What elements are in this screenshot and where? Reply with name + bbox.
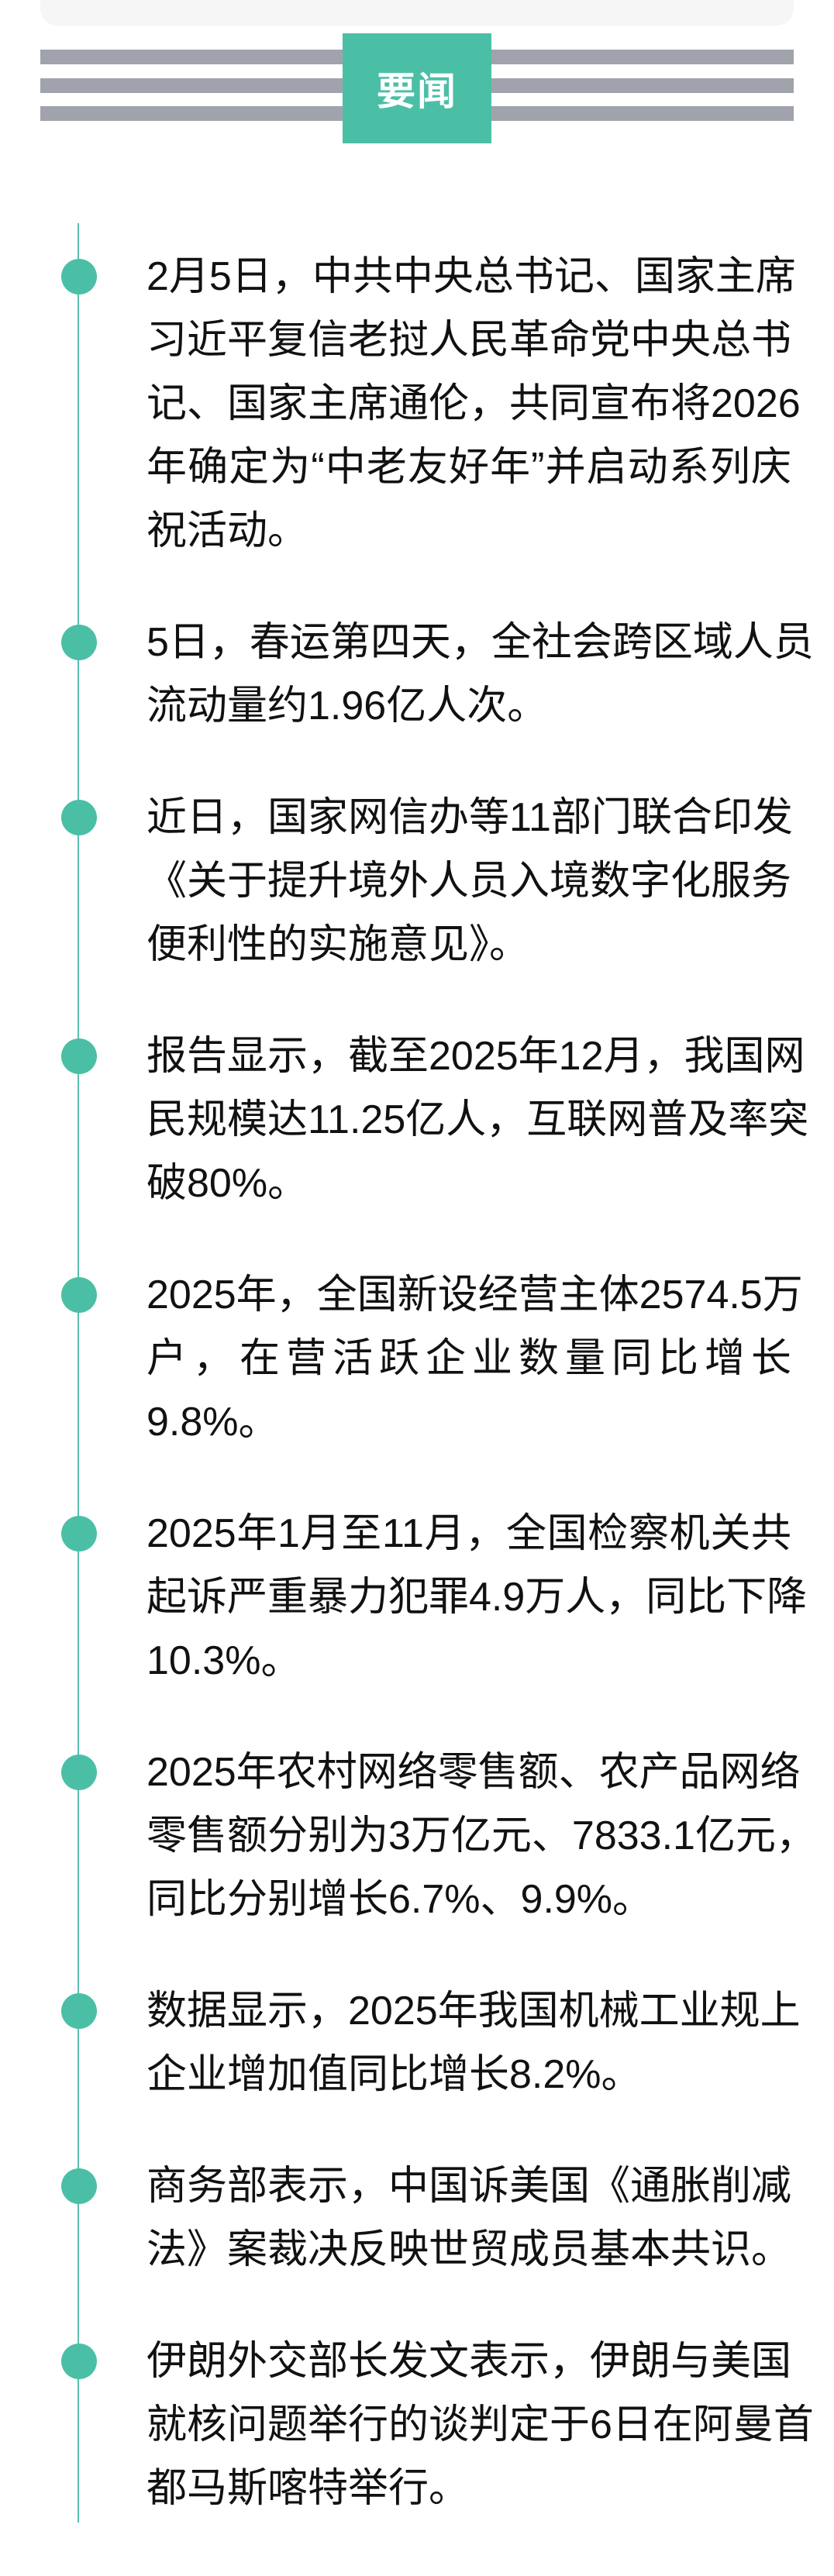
news-text: 2025年1月至11月，全国检察机关共 起诉严重暴力犯罪4.9万人，同比下降 10.…	[146, 1502, 808, 1693]
news-text-line: 9.8%。	[146, 1400, 279, 1445]
news-text-line: 户，在营活跃企业数量同比增长	[146, 1336, 791, 1381]
news-text-line: 报告显示，截至2025年12月，我国网	[146, 1034, 805, 1079]
news-text: 数据显示，2025年我国机械工业规上 企业增加值同比增长8.2%。	[146, 1979, 801, 2106]
news-text-line: 数据显示，2025年我国机械工业规上	[146, 1989, 801, 2034]
timeline-dot-icon	[61, 1516, 97, 1551]
news-item: 近日，国家网信办等11部门联合印发 《关于提升境外人员入境数字化服务 便利性的实施意…	[0, 786, 834, 976]
news-text-line: 流动量约1.96亿人次。	[146, 684, 548, 728]
news-text-line: 企业增加值同比增长8.2%。	[146, 2052, 642, 2097]
section-title: 要闻	[377, 70, 457, 113]
news-item: 5日，春运第四天，全社会跨区域人员 流动量约1.96亿人次。	[0, 611, 834, 738]
news-text-line: 记、国家主席通伦，共同宣布将2026	[146, 381, 801, 426]
news-text-line: 2月5日，中共中央总书记、国家主席	[146, 254, 796, 299]
news-item: 商务部表示，中国诉美国《通胀削减 法》案裁决反映世贸成员基本共识。	[0, 2154, 834, 2282]
news-text-line: 2025年农村网络零售额、农产品网络	[146, 1750, 801, 1795]
news-item: 报告显示，截至2025年12月，我国网 民规模达11.25亿人，互联网普及率突 破8…	[0, 1025, 834, 1215]
news-text-line: 习近平复信老挝人民革命党中央总书	[146, 318, 792, 363]
news-text-line: 年确定为“中老友好年”并启动系列庆	[146, 445, 791, 490]
news-text: 报告显示，截至2025年12月，我国网 民规模达11.25亿人，互联网普及率突 破8…	[146, 1025, 809, 1215]
news-text-line: 法》案裁决反映世贸成员基本共识。	[146, 2227, 792, 2272]
news-text-line: 破80%。	[146, 1161, 308, 1206]
news-text-line: 5日，春运第四天，全社会跨区域人员	[146, 620, 814, 665]
news-text-line: 商务部表示，中国诉美国《通胀削减	[146, 2164, 792, 2209]
timeline-line	[78, 223, 79, 2523]
news-item: 2月5日，中共中央总书记、国家主席 习近平复信老挝人民革命党中央总书 记、国家主席通…	[0, 245, 834, 563]
news-text-line: 《关于提升境外人员入境数字化服务	[146, 859, 792, 904]
news-item: 2025年，全国新设经营主体2574.5万 户，在营活跃企业数量同比增长 9.8%。	[0, 1263, 834, 1454]
news-item: 伊朗外交部长发文表示，伊朗与美国 就核问题举行的谈判定于6日在阿曼首 都马斯喀特举行…	[0, 2330, 834, 2520]
news-text: 伊朗外交部长发文表示，伊朗与美国 就核问题举行的谈判定于6日在阿曼首 都马斯喀特举行…	[146, 2330, 814, 2520]
news-text-line: 近日，国家网信办等11部门联合印发	[146, 795, 793, 840]
previous-section-card	[40, 0, 794, 26]
news-text-line: 2025年，全国新设经营主体2574.5万	[146, 1273, 803, 1317]
news-text-line: 零售额分别为3万亿元、7833.1亿元，	[146, 1813, 816, 1858]
news-text-line: 都马斯喀特举行。	[146, 2466, 470, 2511]
news-text-line: 伊朗外交部长发文表示，伊朗与美国	[146, 2339, 792, 2384]
timeline-dot-icon	[61, 1277, 97, 1313]
news-item: 2025年农村网络零售额、农产品网络 零售额分别为3万亿元、7833.1亿元， 同比…	[0, 1741, 834, 1931]
timeline-dot-icon	[61, 1038, 97, 1074]
news-text-line: 就核问题举行的谈判定于6日在阿曼首	[146, 2402, 814, 2447]
news-item: 数据显示，2025年我国机械工业规上 企业增加值同比增长8.2%。	[0, 1979, 834, 2106]
timeline-dot-icon	[61, 1755, 97, 1790]
news-text-line: 祝活动。	[146, 508, 308, 553]
timeline-dot-icon	[61, 2344, 97, 2379]
timeline-dot-icon	[61, 2168, 97, 2204]
news-text: 商务部表示，中国诉美国《通胀削减 法》案裁决反映世贸成员基本共识。	[146, 2154, 791, 2282]
news-text: 2月5日，中共中央总书记、国家主席 习近平复信老挝人民革命党中央总书 记、国家主席通…	[146, 245, 801, 563]
section-header: 要闻	[343, 33, 491, 143]
timeline-dot-icon	[61, 1993, 97, 2029]
news-text: 5日，春运第四天，全社会跨区域人员 流动量约1.96亿人次。	[146, 611, 814, 738]
timeline-dot-icon	[61, 625, 97, 660]
timeline-dot-icon	[61, 259, 97, 294]
news-text: 2025年，全国新设经营主体2574.5万 户，在营活跃企业数量同比增长 9.8%。	[146, 1263, 803, 1454]
news-text: 近日，国家网信办等11部门联合印发 《关于提升境外人员入境数字化服务 便利性的实施意…	[146, 786, 793, 976]
news-text-line: 10.3%。	[146, 1638, 302, 1683]
news-text-line: 2025年1月至11月，全国检察机关共	[146, 1511, 791, 1556]
timeline-dot-icon	[61, 800, 97, 835]
news-item: 2025年1月至11月，全国检察机关共 起诉严重暴力犯罪4.9万人，同比下降 10.…	[0, 1502, 834, 1693]
news-text-line: 便利性的实施意见》。	[146, 922, 530, 967]
news-text-line: 起诉严重暴力犯罪4.9万人，同比下降	[146, 1575, 808, 1620]
news-text-line: 民规模达11.25亿人，互联网普及率突	[146, 1097, 809, 1142]
news-list: 2月5日，中共中央总书记、国家主席 习近平复信老挝人民革命党中央总书 记、国家主席通…	[0, 245, 834, 2568]
news-text: 2025年农村网络零售额、农产品网络 零售额分别为3万亿元、7833.1亿元， 同比…	[146, 1741, 816, 1931]
news-text-line: 同比分别增长6.7%、9.9%。	[146, 1877, 653, 1922]
